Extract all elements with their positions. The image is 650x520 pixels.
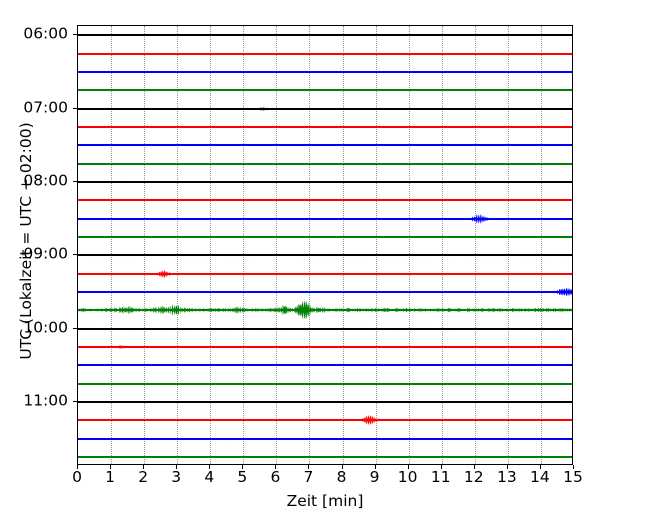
x-tick-label-6: 6 <box>270 468 281 486</box>
x-tick-label-8: 8 <box>336 468 347 486</box>
x-tick-mark-0 <box>77 465 78 469</box>
x-tick-label-0: 0 <box>72 468 82 486</box>
x-tick-label-5: 5 <box>237 468 248 486</box>
trace-1100 <box>78 390 572 414</box>
trace-1130 <box>78 427 572 451</box>
x-tick-label-7: 7 <box>303 468 314 486</box>
gridline-x-13 <box>507 26 509 464</box>
trace-0615 <box>78 42 572 66</box>
y-tick-label-0600: 06:00 <box>23 24 68 43</box>
x-tick-label-9: 9 <box>369 468 380 486</box>
y-tick-label-1100: 11:00 <box>23 391 68 410</box>
trace-1045 <box>78 372 572 396</box>
gridline-x-7 <box>309 26 311 464</box>
gridline-x-9 <box>375 26 377 464</box>
gridline-x-14 <box>540 26 542 464</box>
gridline-x-5 <box>243 26 245 464</box>
trace-0730 <box>78 133 572 157</box>
trace-0815 <box>78 188 572 212</box>
x-tick-mark-10 <box>407 465 409 469</box>
y-tick-mark-0600 <box>73 34 77 36</box>
gridline-x-12 <box>474 26 476 464</box>
trace-0945 <box>78 298 572 322</box>
gridline-x-4 <box>210 26 212 464</box>
y-tick-mark-1100 <box>73 400 77 402</box>
plot-area <box>77 25 573 465</box>
y-tick-mark-1000 <box>73 327 77 329</box>
trace-0745 <box>78 152 572 176</box>
trace-0845 <box>78 225 572 249</box>
gridline-x-11 <box>441 26 443 464</box>
trace-0630 <box>78 60 572 84</box>
x-tick-label-14: 14 <box>530 468 550 486</box>
x-tick-mark-12 <box>473 465 475 469</box>
x-tick-mark-3 <box>176 465 178 469</box>
y-tick-label-1000: 10:00 <box>23 317 68 336</box>
trace-1145 <box>78 445 572 465</box>
gridline-x-8 <box>342 26 344 464</box>
trace-0930 <box>78 280 572 304</box>
x-tick-mark-2 <box>143 465 145 469</box>
trace-0830 <box>78 207 572 231</box>
x-tick-mark-8 <box>341 465 343 469</box>
x-tick-mark-4 <box>209 465 211 469</box>
x-tick-label-3: 3 <box>171 468 182 486</box>
trace-0800 <box>78 170 572 194</box>
x-tick-mark-9 <box>374 465 376 469</box>
trace-0600 <box>78 25 572 47</box>
x-axis-title: Zeit [min] <box>286 492 364 510</box>
trace-0715 <box>78 115 572 139</box>
trace-1030 <box>78 353 572 377</box>
x-tick-mark-1 <box>110 465 112 469</box>
x-tick-mark-7 <box>308 465 310 469</box>
x-tick-mark-13 <box>506 465 508 469</box>
y-tick-label-0700: 07:00 <box>23 97 68 116</box>
trace-0700 <box>78 97 572 121</box>
y-tick-mark-0900 <box>73 254 77 256</box>
y-tick-mark-0700 <box>73 107 77 109</box>
gridline-x-2 <box>144 26 146 464</box>
x-tick-mark-14 <box>539 465 541 469</box>
trace-1115 <box>78 408 572 432</box>
gridline-x-1 <box>111 26 113 464</box>
trace-1015 <box>78 335 572 359</box>
x-tick-label-11: 11 <box>430 468 451 486</box>
y-axis-ticks: 06:00 07:00 08:00 09:00 10:00 11:00 <box>0 0 68 520</box>
x-tick-mark-15 <box>573 465 574 469</box>
gridline-x-6 <box>276 26 278 464</box>
x-tick-label-1: 1 <box>105 468 115 486</box>
y-tick-mark-0800 <box>73 180 77 182</box>
x-tick-label-2: 2 <box>138 468 149 486</box>
trace-0915 <box>78 262 572 286</box>
trace-0900 <box>78 243 572 267</box>
trace-1000 <box>78 317 572 341</box>
y-axis-title: UTC (Lokalzeit = UTC + 02:00) <box>17 122 35 360</box>
x-tick-label-4: 4 <box>204 468 215 486</box>
x-tick-label-15: 15 <box>563 468 583 486</box>
x-tick-label-12: 12 <box>463 468 484 486</box>
x-tick-mark-6 <box>275 465 277 469</box>
x-tick-mark-5 <box>242 465 244 469</box>
y-tick-label-0800: 08:00 <box>23 171 68 190</box>
gridline-x-3 <box>177 26 179 464</box>
x-tick-label-10: 10 <box>397 468 418 486</box>
gridline-x-10 <box>408 26 410 464</box>
x-tick-label-13: 13 <box>496 468 517 486</box>
y-tick-label-0900: 09:00 <box>23 244 68 263</box>
x-tick-mark-11 <box>440 465 442 469</box>
trace-0645 <box>78 78 572 102</box>
